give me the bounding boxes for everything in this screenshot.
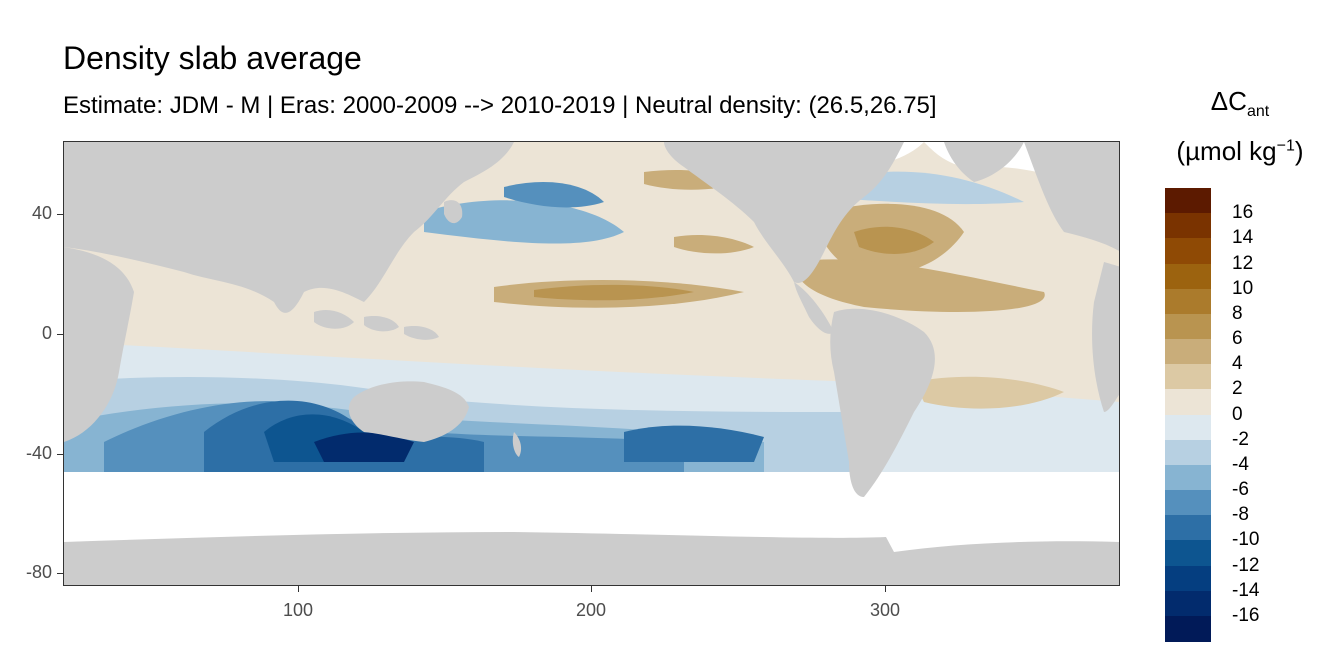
legend-title-main: ΔC [1210, 86, 1247, 116]
legend-label: 0 [1232, 403, 1243, 425]
legend-label: 8 [1232, 302, 1243, 324]
land-masses [64, 142, 1119, 585]
y-tick-mark-0 [57, 334, 63, 335]
legend-label: -6 [1232, 479, 1249, 500]
legend-swatch [1165, 238, 1211, 265]
map-panel [63, 141, 1120, 586]
y-tick-label: 0 [41, 323, 52, 343]
x-tick-mark-300 [885, 586, 886, 592]
legend-swatch [1165, 364, 1211, 390]
legend-label: -2 [1232, 428, 1249, 450]
legend-swatch [1165, 565, 1211, 592]
y-tick-label: 40 [31, 203, 52, 223]
y-tick-mark-40 [57, 214, 63, 215]
legend-unit: (µmol kg−1) [1150, 136, 1330, 167]
legend-swatch [1165, 414, 1211, 441]
legend-swatch [1165, 490, 1211, 516]
legend-title: ΔCant [1150, 86, 1330, 121]
legend-label: 12 [1232, 252, 1254, 274]
legend-unit-close: ) [1294, 136, 1304, 166]
legend-label: 14 [1232, 227, 1254, 249]
legend-swatch [1165, 288, 1211, 315]
legend-title-sub: ant [1246, 103, 1270, 121]
x-tick-mark-100 [298, 586, 299, 592]
legend-unit-open: (µmol kg [1176, 136, 1277, 166]
legend-label: -8 [1232, 504, 1249, 526]
legend-label: 2 [1232, 378, 1243, 400]
x-tick-mark-200 [591, 586, 592, 592]
legend-swatch [1165, 515, 1211, 541]
y-tick-mark-neg40 [57, 454, 63, 455]
legend-unit-exp: −1 [1276, 137, 1295, 155]
legend-label: 6 [1232, 328, 1243, 349]
legend-swatch [1165, 263, 1211, 290]
legend-label: 16 [1232, 202, 1254, 224]
legend-swatch [1165, 213, 1211, 239]
legend-label: 4 [1232, 353, 1243, 375]
legend-colorbar [1165, 188, 1211, 642]
legend-swatch [1165, 540, 1211, 567]
map-svg [64, 142, 1119, 585]
x-tick-label: 300 [869, 600, 901, 620]
x-tick-label: 100 [282, 600, 314, 620]
legend-label: 10 [1232, 277, 1254, 299]
chart-title: Density slab average [63, 40, 362, 76]
legend-label: -14 [1232, 579, 1260, 601]
legend-swatch [1165, 464, 1211, 491]
legend-swatch [1165, 188, 1211, 214]
legend-swatch [1165, 615, 1211, 642]
legend-swatch [1165, 389, 1211, 416]
legend-label: -10 [1232, 529, 1260, 551]
legend-label: -16 [1232, 604, 1260, 626]
legend-swatch [1165, 339, 1211, 365]
y-tick-label: -40 [25, 443, 52, 463]
legend-label: -4 [1232, 453, 1249, 475]
y-tick-label: -80 [25, 562, 52, 582]
legend-label: -12 [1232, 554, 1260, 576]
legend-swatch [1165, 590, 1211, 617]
x-tick-label: 200 [575, 600, 607, 620]
legend-swatch [1165, 313, 1211, 340]
chart-subtitle: Estimate: JDM - M | Eras: 2000-2009 --> … [63, 92, 937, 119]
y-tick-mark-neg80 [57, 573, 63, 574]
legend-swatch [1165, 439, 1211, 466]
